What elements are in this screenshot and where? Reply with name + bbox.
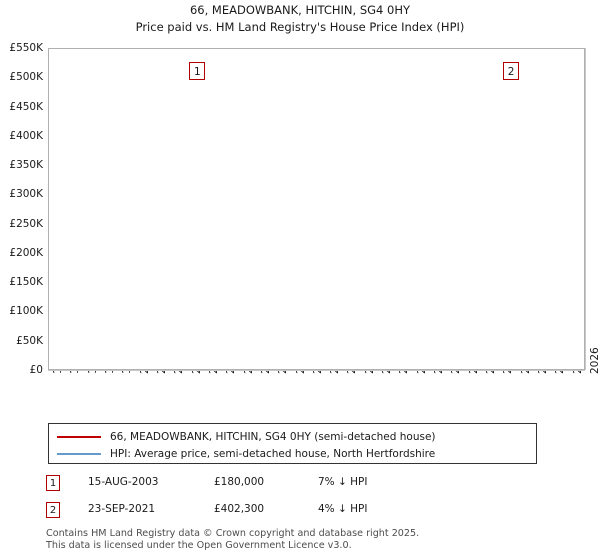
y-axis-tick-label: £350K <box>9 159 43 172</box>
legend-swatch-price-paid <box>57 436 101 438</box>
y-axis-tick-label: £400K <box>9 129 43 142</box>
y-axis-tick-label: £500K <box>9 71 43 84</box>
legend-item-price-paid: 66, MEADOWBANK, HITCHIN, SG4 0HY (semi-d… <box>57 428 436 446</box>
transaction-hpi-delta: 4% ↓ HPI <box>318 503 368 515</box>
plot-area <box>48 48 586 371</box>
y-axis-tick-label: £50K <box>16 334 43 347</box>
chart-title-line-2: Price paid vs. HM Land Registry's House … <box>135 20 465 34</box>
plot-frame <box>48 48 585 370</box>
gridline-vertical <box>585 48 586 370</box>
transaction-date: 15-AUG-2003 <box>88 476 159 488</box>
event-marker-badge[interactable]: 2 <box>503 62 520 80</box>
chart-title: 66, MEADOWBANK, HITCHIN, SG4 0HY Price p… <box>0 2 600 36</box>
y-axis-tick-labels: £0 £50K £100K £150K £200K £250K £300K £350K £400… <box>0 0 46 560</box>
legend-item-hpi: HPI: Average price, semi-detached house,… <box>57 445 435 463</box>
y-axis-tick-label: £550K <box>9 42 43 54</box>
footer-line-1: Contains HM Land Registry data © Crown c… <box>46 528 420 539</box>
y-axis-tick-label: £300K <box>9 188 43 201</box>
legend-label-price-paid: 66, MEADOWBANK, HITCHIN, SG4 0HY (semi-d… <box>110 431 436 443</box>
transaction-hpi-delta: 7% ↓ HPI <box>318 476 368 488</box>
transaction-number-badge: 1 <box>46 475 60 491</box>
legend-swatch-hpi <box>57 453 101 455</box>
transaction-number-badge: 2 <box>46 502 60 518</box>
x-axis-tick-label: 2026 <box>589 347 600 374</box>
y-axis-tick-label: £100K <box>9 305 43 318</box>
chart-legend: 66, MEADOWBANK, HITCHIN, SG4 0HY (semi-d… <box>48 423 537 464</box>
transaction-date: 23-SEP-2021 <box>88 503 156 515</box>
gridline-horizontal <box>48 370 585 371</box>
y-axis-tick-label: £450K <box>9 100 43 113</box>
y-axis-tick-label: £250K <box>9 217 43 230</box>
y-axis-tick-label: £150K <box>9 276 43 289</box>
y-axis-tick-label: £200K <box>9 246 43 259</box>
transaction-price: £402,300 <box>214 503 265 515</box>
chart-title-line-1: 66, MEADOWBANK, HITCHIN, SG4 0HY <box>189 3 411 17</box>
y-axis-tick-label: £0 <box>29 364 43 376</box>
transaction-price: £180,000 <box>214 476 265 488</box>
footer-attribution: Contains HM Land Registry data © Crown c… <box>46 528 586 551</box>
legend-label-hpi: HPI: Average price, semi-detached house,… <box>110 448 436 460</box>
event-marker-badge[interactable]: 1 <box>189 62 206 80</box>
footer-line-2: This data is licensed under the Open Gov… <box>46 539 352 551</box>
